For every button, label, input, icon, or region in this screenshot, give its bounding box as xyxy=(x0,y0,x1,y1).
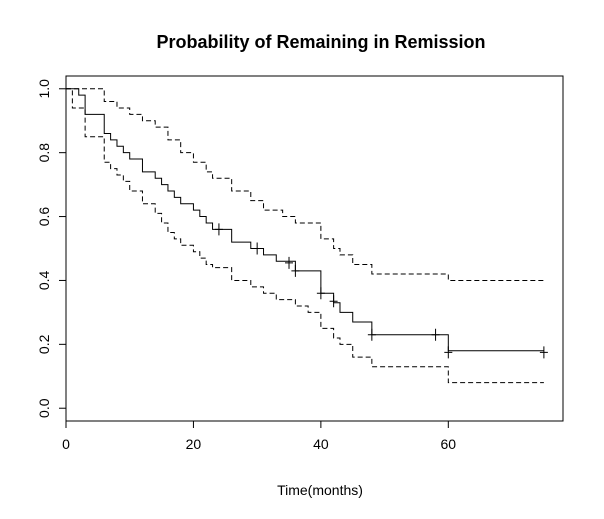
confidence-band-line xyxy=(66,88,544,384)
chart-title: Probability of Remaining in Remission xyxy=(156,32,485,52)
series-layer xyxy=(66,88,548,384)
y-tick-label: 0.6 xyxy=(36,207,52,227)
y-tick-label: 0.8 xyxy=(36,143,52,163)
y-tick-label: 0.2 xyxy=(36,334,52,354)
survival-curve-line xyxy=(66,88,544,352)
plot-frame xyxy=(65,75,564,422)
censor-mark xyxy=(329,295,338,308)
censor-mark xyxy=(291,264,300,277)
x-tick-label: 0 xyxy=(62,436,70,452)
censor-mark xyxy=(214,223,223,236)
censor-mark xyxy=(367,328,376,341)
y-axis: 0.0 0.2 0.4 0.6 0.8 1.0 xyxy=(36,79,67,418)
confidence-band-line xyxy=(66,88,544,281)
y-tick-label: 1.0 xyxy=(36,79,52,99)
censor-mark xyxy=(539,346,548,359)
x-axis-label: Time(months) xyxy=(277,482,363,498)
x-axis: 0 20 40 60 xyxy=(62,420,457,452)
y-tick-label: 0.4 xyxy=(36,271,52,291)
censor-mark xyxy=(316,287,325,300)
x-tick-label: 40 xyxy=(313,436,329,452)
x-tick-label: 60 xyxy=(441,436,457,452)
censor-mark xyxy=(285,256,294,269)
censor-mark xyxy=(444,346,453,359)
censor-mark xyxy=(253,242,262,255)
x-tick-label: 20 xyxy=(186,436,202,452)
y-tick-label: 0.0 xyxy=(36,398,52,418)
censor-mark xyxy=(431,328,440,341)
